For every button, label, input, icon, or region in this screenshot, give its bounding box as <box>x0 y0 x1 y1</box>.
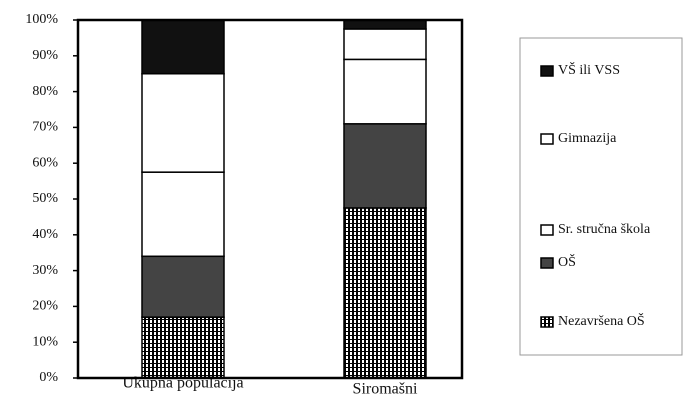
legend-swatch <box>540 316 554 328</box>
bar-segment <box>141 255 225 318</box>
bar-segment <box>141 171 225 258</box>
legend-swatch <box>540 133 554 145</box>
y-tick-label: 80% <box>32 84 58 99</box>
y-tick-label: 90% <box>32 48 58 63</box>
bar-segment <box>141 19 225 75</box>
legend-box <box>519 37 683 356</box>
y-tick-label: 30% <box>32 263 58 278</box>
bar-segment <box>343 207 427 379</box>
y-tick-label: 60% <box>32 155 58 170</box>
y-tick-label: 50% <box>32 191 58 206</box>
legend-swatch <box>540 65 554 77</box>
legend-swatch <box>540 257 554 269</box>
legend-label: Nezavršena OŠ <box>558 312 645 329</box>
y-tick-label: 20% <box>32 299 58 314</box>
legend-label: OŠ <box>558 253 576 270</box>
bar-segment <box>343 28 427 61</box>
bar-segment <box>141 316 225 379</box>
bar-segment <box>343 19 427 30</box>
plot-frame <box>76 18 464 380</box>
y-tick-label: 10% <box>32 334 58 349</box>
y-tick-label: 70% <box>32 120 58 135</box>
bar-segment <box>343 58 427 125</box>
y-tick-label: 100% <box>25 12 58 27</box>
y-tick-label: 40% <box>32 227 58 242</box>
bar-segment <box>141 72 225 173</box>
bar-segment <box>343 123 427 209</box>
x-tick-label: Siromašni <box>353 381 418 398</box>
legend-swatch <box>540 224 554 236</box>
legend-label: VŠ ili VSS <box>558 61 620 78</box>
legend-label: Sr. stručna škola <box>558 222 651 237</box>
legend-label: Gimnazija <box>558 131 617 146</box>
y-tick-label: 0% <box>39 370 58 385</box>
